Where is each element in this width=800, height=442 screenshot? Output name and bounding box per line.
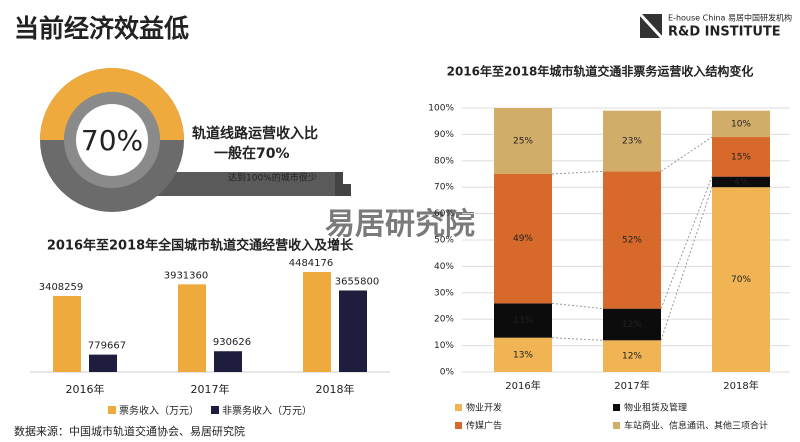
data-label: 23% bbox=[622, 137, 642, 147]
logo-mark-stripe bbox=[638, 12, 664, 40]
tape-percent: 70% bbox=[81, 124, 143, 157]
data-label: 15% bbox=[731, 152, 751, 162]
bar bbox=[178, 284, 206, 372]
bar-segment bbox=[712, 137, 770, 177]
data-label: 52% bbox=[622, 236, 642, 246]
bar bbox=[214, 351, 242, 372]
data-label: 930626 bbox=[213, 337, 251, 348]
y-tick-label: 70% bbox=[434, 183, 454, 193]
x-tick-label: 2018年 bbox=[316, 382, 355, 396]
legend-label: 物业开发 bbox=[466, 402, 502, 414]
legend-swatch bbox=[613, 422, 620, 429]
x-tick-label: 2016年 bbox=[505, 379, 540, 392]
logo-bottom: R&D INSTITUTE bbox=[668, 25, 781, 40]
data-label: 3931360 bbox=[164, 270, 209, 281]
x-tick-label: 2017年 bbox=[614, 379, 649, 392]
data-label: 12% bbox=[622, 352, 642, 362]
data-label: 49% bbox=[513, 234, 533, 244]
tape-line: 一般在70% bbox=[214, 145, 290, 162]
y-tick-label: 80% bbox=[434, 156, 454, 166]
legend-swatch bbox=[613, 404, 620, 411]
logo-top: E-house China 易居中国研发机构 bbox=[668, 13, 792, 23]
tape-infographic: 70% 轨道线路运营收入比 一般在70% 达到100%的城市很少 bbox=[40, 68, 351, 212]
y-tick-label: 40% bbox=[434, 262, 454, 272]
bar-segment bbox=[494, 174, 552, 304]
connector bbox=[551, 337, 604, 341]
legend-label: 车站商业、信息通讯、其他三项合计 bbox=[624, 420, 768, 432]
data-label: 3655800 bbox=[335, 276, 380, 287]
bar-segment bbox=[494, 337, 552, 372]
connector bbox=[660, 187, 713, 341]
chart-title: 2016年至2018年城市轨道交通非票务运营收入结构变化 bbox=[447, 64, 754, 79]
connector bbox=[551, 170, 604, 175]
watermark: 易居研究院 bbox=[325, 207, 475, 242]
bar-segment bbox=[603, 110, 661, 172]
bar-segment bbox=[603, 340, 661, 372]
x-tick-label: 2018年 bbox=[723, 379, 758, 392]
y-tick-label: 20% bbox=[434, 315, 454, 325]
connector bbox=[551, 302, 604, 310]
legend-swatch bbox=[108, 406, 116, 414]
data-label: 779667 bbox=[88, 341, 126, 352]
data-label: 25% bbox=[513, 137, 533, 147]
legend-label: 传媒广告 bbox=[466, 420, 502, 432]
tape-note: 达到100%的城市很少 bbox=[228, 172, 317, 184]
y-tick-label: 100% bbox=[428, 104, 454, 114]
data-label: 70% bbox=[731, 275, 751, 285]
y-tick-label: 30% bbox=[434, 288, 454, 298]
bar-segment bbox=[494, 108, 552, 174]
tape-label-bg bbox=[185, 118, 345, 168]
y-tick-label: 10% bbox=[434, 341, 454, 351]
bar bbox=[339, 290, 367, 372]
x-tick-label: 2016年 bbox=[66, 382, 105, 396]
data-label: 4% bbox=[734, 177, 749, 187]
bar-segment bbox=[603, 171, 661, 309]
tape-center bbox=[76, 104, 148, 176]
y-tick-label: 90% bbox=[434, 130, 454, 140]
legend-label: 非票务收入（万元） bbox=[222, 404, 312, 417]
chart-title: 2016年至2018年全国城市轨道交通经营收入及增长 bbox=[47, 238, 354, 254]
y-tick-label: 0% bbox=[440, 368, 455, 378]
bar bbox=[53, 295, 81, 372]
data-label: 13% bbox=[513, 316, 533, 326]
slide-title: 当前经济效益低 bbox=[14, 14, 189, 43]
data-label: 4484176 bbox=[289, 258, 334, 269]
connector bbox=[660, 176, 713, 309]
data-label: 12% bbox=[622, 320, 642, 330]
legend-swatch bbox=[211, 406, 219, 414]
data-label: 10% bbox=[731, 119, 751, 129]
bar bbox=[89, 354, 117, 372]
x-tick-label: 2017年 bbox=[191, 382, 230, 396]
tape-arc bbox=[40, 68, 184, 140]
y-tick-label: 50% bbox=[434, 236, 454, 246]
y-tick-label: 60% bbox=[434, 209, 454, 219]
bar bbox=[303, 272, 331, 372]
tape-notch bbox=[343, 172, 351, 184]
legend-swatch bbox=[455, 404, 462, 411]
bar-segment bbox=[603, 308, 661, 341]
source: 数据来源：中国城市轨道交通协会、易居研究院 bbox=[14, 424, 245, 438]
data-label: 13% bbox=[513, 350, 533, 360]
legend-label: 票务收入（万元） bbox=[119, 404, 199, 417]
tape-line: 轨道线路运营收入比 bbox=[192, 125, 318, 142]
legend-swatch bbox=[455, 422, 462, 429]
legend-label: 物业租赁及管理 bbox=[624, 402, 687, 414]
bar-segment bbox=[712, 110, 770, 138]
bar-segment bbox=[712, 176, 770, 188]
bar-segment bbox=[494, 303, 552, 338]
bar-segment bbox=[712, 187, 770, 372]
data-label: 3408259 bbox=[39, 282, 84, 293]
